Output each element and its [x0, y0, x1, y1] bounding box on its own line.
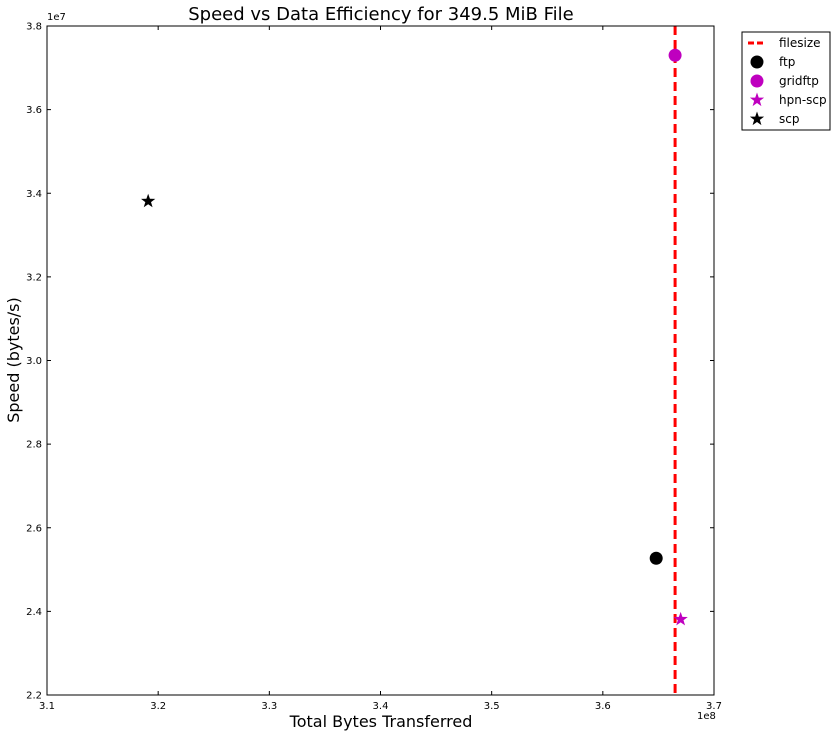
- x-tick-label: 3.3: [261, 701, 277, 712]
- x-axis-ticks: 3.1 3.2 3.3 3.4 3.5 3.6 3.7: [39, 26, 722, 712]
- legend-swatch-ftp: [750, 55, 764, 69]
- legend-label-gridftp: gridftp: [779, 74, 819, 88]
- data-points: [141, 48, 688, 626]
- y-tick-label: 2.8: [26, 440, 42, 451]
- y-tick-label: 3.4: [26, 189, 42, 200]
- legend-label-ftp: ftp: [779, 55, 795, 69]
- y-tick-label: 2.2: [26, 691, 42, 702]
- legend-label-hpn-scp: hpn-scp: [779, 93, 827, 107]
- y-axis-ticks: 2.2 2.4 2.6 2.8 3.0 3.2 3.4 3.6 3.8: [26, 22, 714, 702]
- x-tick-label: 3.7: [706, 701, 722, 712]
- legend-swatch-hpn-scp: [749, 92, 765, 107]
- plot-background: [47, 26, 714, 695]
- y-tick-label: 3.6: [26, 105, 42, 116]
- y-tick-label: 2.6: [26, 523, 42, 534]
- legend-items: filesize ftp gridftp hpn-scp scp: [748, 36, 827, 126]
- x-tick-label: 3.6: [595, 701, 611, 712]
- x-offset-label: 1e8: [697, 711, 716, 722]
- y-tick-label: 3.8: [26, 22, 42, 33]
- x-tick-label: 3.2: [150, 701, 166, 712]
- legend-swatch-gridftp: [750, 74, 764, 88]
- chart-title: Speed vs Data Efficiency for 349.5 MiB F…: [188, 4, 573, 25]
- point-gridftp: [668, 48, 682, 62]
- legend-swatch-scp: [749, 111, 765, 126]
- point-ftp: [649, 551, 663, 565]
- legend-label-scp: scp: [779, 112, 799, 126]
- x-tick-label: 3.5: [484, 701, 500, 712]
- legend: filesize ftp gridftp hpn-scp scp: [741, 31, 831, 131]
- point-scp: [141, 193, 156, 208]
- legend-label-filesize: filesize: [779, 36, 821, 50]
- y-tick-label: 3.0: [26, 356, 42, 367]
- x-tick-label: 3.1: [39, 701, 55, 712]
- point-hpn-scp: [673, 611, 688, 626]
- y-offset-label: 1e7: [47, 12, 66, 23]
- x-axis-label: Total Bytes Transferred: [289, 712, 473, 731]
- y-tick-label: 2.4: [26, 607, 42, 618]
- plot-frame: [46, 25, 715, 696]
- y-tick-label: 3.2: [26, 272, 42, 283]
- x-tick-label: 3.4: [373, 701, 389, 712]
- y-axis-label: Speed (bytes/s): [4, 297, 23, 423]
